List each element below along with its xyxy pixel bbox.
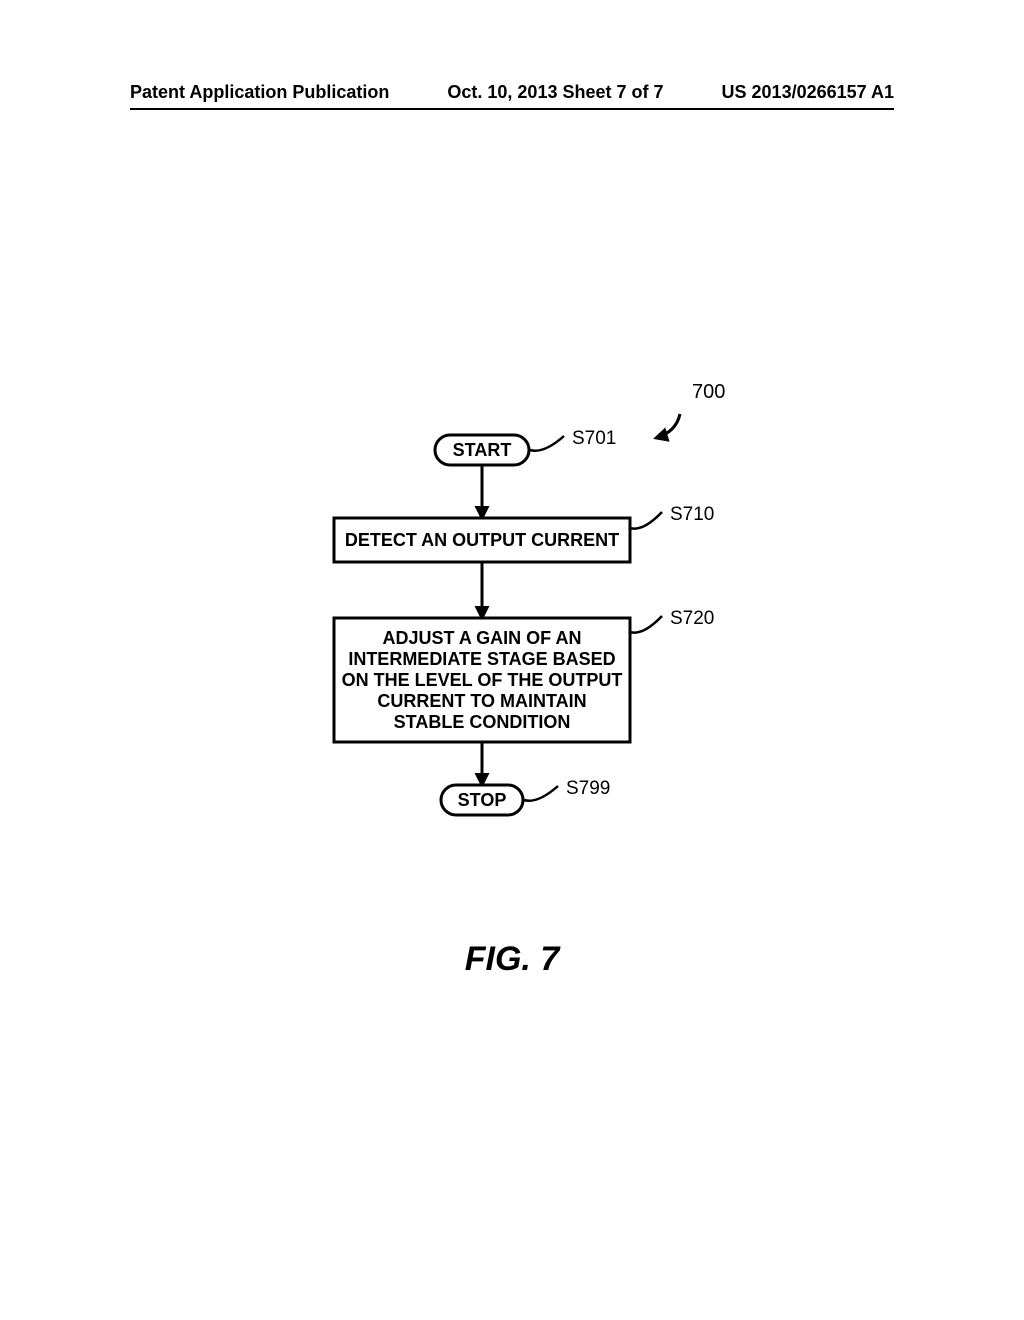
adjust-label-line: CURRENT TO MAINTAIN: [377, 691, 586, 711]
detect-tick: [630, 512, 662, 529]
patent-header: Patent Application Publication Oct. 10, …: [0, 82, 1024, 103]
header-left-text: Patent Application Publication: [130, 82, 389, 103]
stop-step-label: S799: [566, 778, 610, 799]
flowchart-container: 700 START S701 DETECT AN OUTPUT CURRENT S710…: [0, 380, 1024, 900]
detect-label-line: DETECT AN OUTPUT CURRENT: [345, 530, 619, 550]
reference-arrow: [656, 414, 680, 438]
header-right-text: US 2013/0266157 A1: [722, 82, 894, 103]
detect-step-label: S710: [670, 504, 714, 525]
flowchart-svg: 700 START S701 DETECT AN OUTPUT CURRENT S710…: [252, 380, 772, 900]
adjust-tick: [630, 616, 662, 633]
start-tick: [530, 436, 564, 451]
start-label: START: [453, 440, 512, 460]
figure-caption: FIG. 7: [0, 940, 1024, 979]
start-step-label: S701: [572, 428, 616, 449]
stop-tick: [524, 786, 558, 801]
stop-label: STOP: [458, 790, 507, 810]
adjust-label-line: ADJUST A GAIN OF AN: [382, 628, 581, 648]
adjust-label-line: STABLE CONDITION: [394, 712, 571, 732]
header-center-text: Oct. 10, 2013 Sheet 7 of 7: [447, 82, 663, 103]
adjust-step-label: S720: [670, 608, 714, 629]
adjust-label-line: INTERMEDIATE STAGE BASED: [348, 649, 615, 669]
header-underline: [130, 108, 894, 110]
adjust-label-line: ON THE LEVEL OF THE OUTPUT: [342, 670, 623, 690]
reference-number: 700: [692, 381, 725, 403]
